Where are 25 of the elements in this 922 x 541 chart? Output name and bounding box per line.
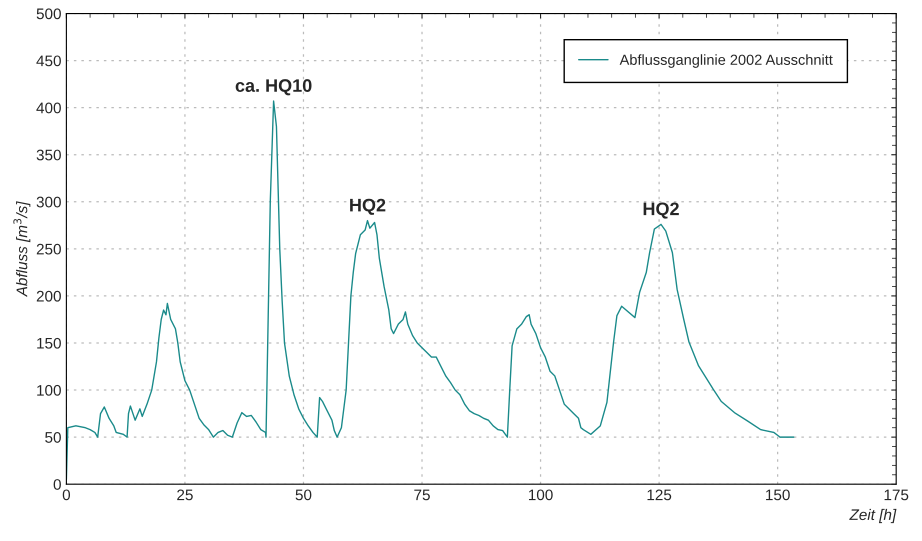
x-tick-label: 75 (414, 490, 430, 500)
y-tick-label: 100 (37, 384, 61, 396)
x-tick-label: 100 (528, 489, 553, 500)
annotation: HQ2 (644, 202, 679, 219)
y-tick-label: 50 (45, 432, 61, 443)
x-tick-label: 25 (177, 489, 193, 500)
x-tick-label: 125 (648, 489, 672, 500)
y-tick-label: 0 (54, 479, 61, 490)
x-tick-label: 150 (766, 489, 790, 500)
annotation: HQ2 (350, 198, 386, 215)
y-tick-label: 450 (36, 55, 61, 66)
y-tick-label: 200 (36, 290, 61, 302)
x-tick-label: 0 (62, 489, 70, 500)
annotation: ca. HQ10 (236, 79, 312, 96)
y-tick-label: 150 (37, 338, 61, 349)
y-tick-label: 250 (36, 244, 61, 255)
y-tick-label: 350 (36, 150, 61, 160)
x-tick-label: 175 (884, 490, 908, 500)
y-axis-title: Abfluss [m$^{3}$/s] (13, 201, 30, 298)
x-tick-label: 50 (296, 489, 312, 500)
x-axis-title: Zeit [h] (849, 508, 896, 524)
legend-label: Abflussganglinie 2002 Ausschnitt (620, 54, 833, 68)
y-tick-label: 500 (36, 8, 61, 20)
y-tick-label: 300 (36, 196, 61, 208)
y-tick-label: 400 (36, 102, 61, 114)
